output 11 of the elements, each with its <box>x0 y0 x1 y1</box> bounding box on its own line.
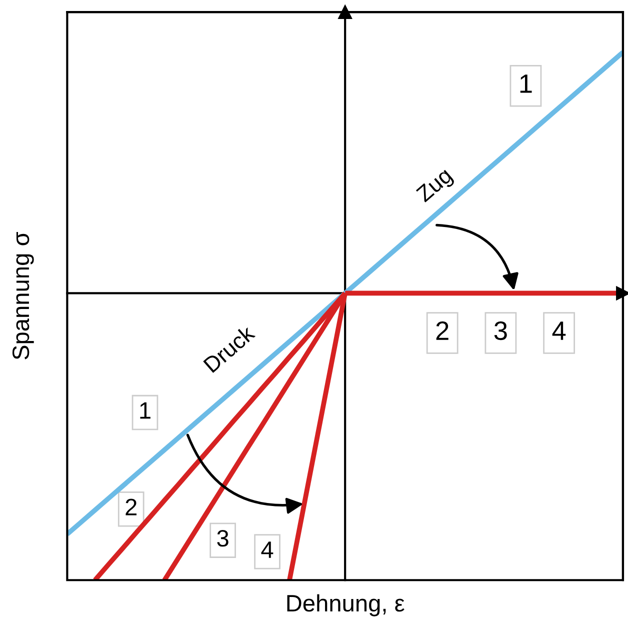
annotation: 2 <box>436 321 448 340</box>
series-label: 3 <box>217 530 228 547</box>
annotation: Zug <box>415 167 456 206</box>
annotation: 1 <box>140 402 150 419</box>
annotation: 3 <box>494 321 507 340</box>
series-label: 4 <box>261 542 274 558</box>
series-label: 1 <box>520 74 532 93</box>
series-label: 2 <box>126 498 136 516</box>
annotation: 4 <box>552 322 566 340</box>
y-axis-title: Spannung σ <box>12 232 34 360</box>
x-axis-title: Dehnung, ε <box>287 594 404 616</box>
